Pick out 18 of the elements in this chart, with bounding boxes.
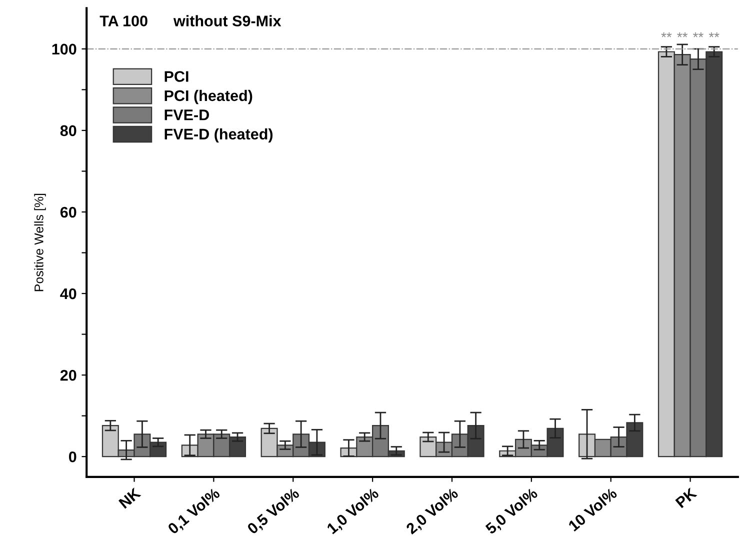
x-tick-label: NK xyxy=(118,487,142,509)
x-tick-label: PK xyxy=(675,487,698,508)
legend-label: FVE-D xyxy=(164,110,209,120)
y-tick-label: 20 xyxy=(60,370,76,381)
y-axis-title: Positive Wells [%] xyxy=(34,194,46,292)
y-tick-label: 0 xyxy=(68,451,76,462)
legend-label: FVE-D (heated) xyxy=(164,128,273,143)
chart-title: TA 100 without S9-Mix xyxy=(100,15,282,26)
y-tick-label: 100 xyxy=(52,44,76,55)
legend-label: PCI xyxy=(164,71,188,82)
legend-label: PCI (heated) xyxy=(164,90,252,104)
text: ** xyxy=(661,32,672,38)
y-tick-label: 60 xyxy=(60,206,76,218)
text: ** xyxy=(693,32,704,38)
y-tick-label: 40 xyxy=(60,288,76,300)
y-tick-label: 80 xyxy=(60,125,76,136)
annotation: ** xyxy=(677,32,688,38)
text: ** xyxy=(708,32,720,38)
